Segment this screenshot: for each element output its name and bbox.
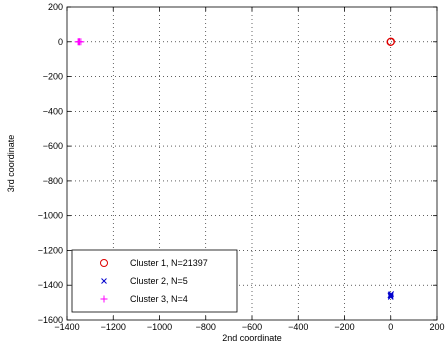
- grid: [67, 7, 437, 320]
- y-tick-label: −1000: [38, 211, 63, 221]
- legend: Cluster 1, N=21397 Cluster 2, N=5 Cluster …: [71, 249, 238, 313]
- data-points: [74, 37, 395, 300]
- legend-entry: Cluster 1, N=21397: [130, 258, 208, 268]
- data-point-cluster-1: [386, 37, 395, 46]
- legend-marker-cluster-1: [100, 259, 108, 267]
- y-tick-label: 0: [58, 37, 63, 47]
- y-tick-label: −1400: [38, 280, 63, 290]
- y-tick-label: −600: [43, 141, 63, 151]
- y-tick-label: −200: [43, 72, 63, 82]
- y-tick-label: 200: [48, 2, 63, 12]
- x-tick-label: −600: [242, 322, 262, 332]
- legend-entry: Cluster 3, N=4: [130, 294, 188, 304]
- axis-ticks: −1400 −1200 −1000 −800 −600 −400 −200 0 200 −1600…: [38, 2, 445, 332]
- x-tick-label: −1200: [101, 322, 126, 332]
- y-tick-label: −1200: [38, 245, 63, 255]
- legend-entry: Cluster 2, N=5: [130, 276, 188, 286]
- data-point-cluster-3: [75, 38, 83, 46]
- x-tick-label: −400: [288, 322, 308, 332]
- x-tick-label: −200: [334, 322, 354, 332]
- legend-marker-cluster-2: [101, 278, 107, 284]
- x-tick-label: −1000: [147, 322, 172, 332]
- data-point-cluster-2: [387, 292, 394, 299]
- legend-marker-cluster-3: [100, 295, 108, 303]
- x-tick-label: −1400: [54, 322, 79, 332]
- x-tick-label: −800: [196, 322, 216, 332]
- x-tick-label: 200: [429, 322, 444, 332]
- x-tick-label: 0: [388, 322, 393, 332]
- legend-box: [71, 249, 238, 313]
- y-axis-label: 3rd coordinate: [6, 135, 16, 193]
- y-tick-label: −400: [43, 106, 63, 116]
- y-tick-label: −1600: [38, 315, 63, 325]
- y-tick-label: −800: [43, 176, 63, 186]
- x-axis-label: 2nd coordinate: [222, 333, 282, 343]
